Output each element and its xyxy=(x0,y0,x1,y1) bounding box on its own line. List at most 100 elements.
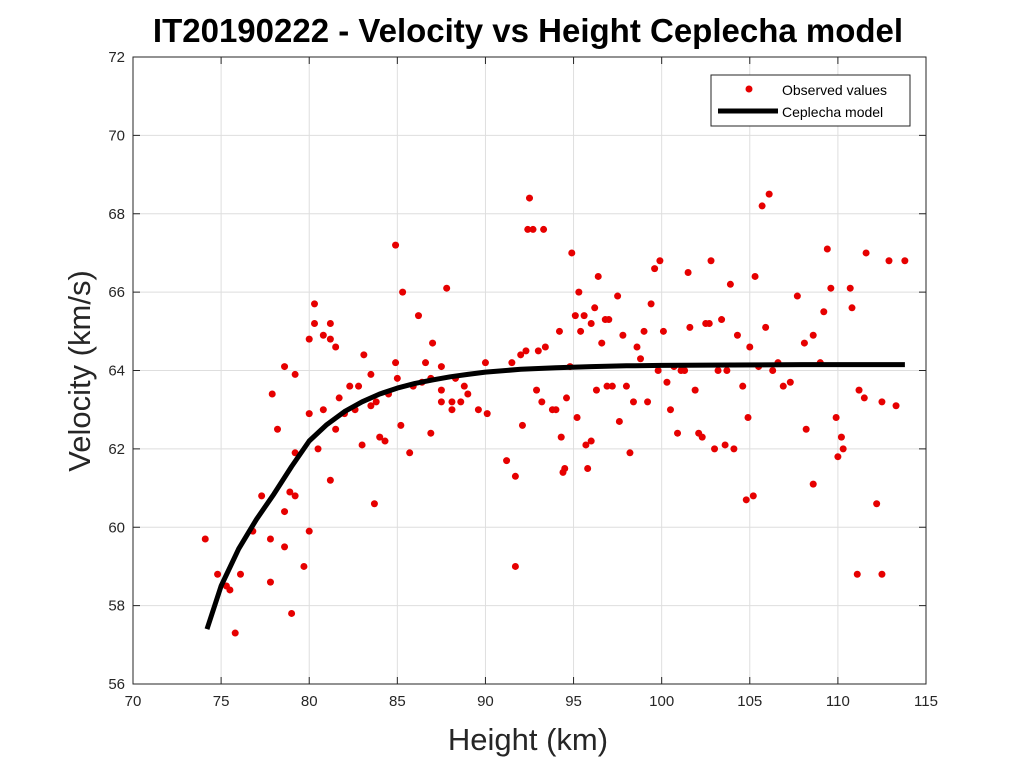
data-point xyxy=(707,257,715,265)
legend-model-label: Ceplecha model xyxy=(782,104,883,120)
data-point xyxy=(718,316,726,324)
data-point xyxy=(236,570,244,578)
data-point xyxy=(481,359,489,367)
data-point xyxy=(742,496,750,504)
data-point xyxy=(892,402,900,410)
data-point xyxy=(711,445,719,453)
data-point xyxy=(800,339,808,347)
data-point xyxy=(746,343,754,351)
data-point xyxy=(802,425,810,433)
data-point xyxy=(483,410,491,418)
data-point xyxy=(823,245,831,253)
data-point xyxy=(427,429,435,437)
data-point xyxy=(437,363,445,371)
data-point xyxy=(437,386,445,394)
data-point xyxy=(266,535,274,543)
data-point xyxy=(392,359,400,367)
data-point xyxy=(332,425,340,433)
data-point xyxy=(651,265,659,273)
data-point xyxy=(603,382,611,390)
data-point xyxy=(319,406,327,414)
data-point xyxy=(561,464,569,472)
legend-observed-marker xyxy=(745,85,753,93)
data-point xyxy=(860,394,868,402)
data-point xyxy=(414,312,422,320)
data-point xyxy=(730,445,738,453)
data-point xyxy=(705,319,713,327)
data-point xyxy=(853,570,861,578)
data-point xyxy=(460,382,468,390)
data-point xyxy=(281,508,289,516)
data-point xyxy=(397,421,405,429)
data-point xyxy=(744,414,752,422)
data-point xyxy=(758,202,766,210)
data-point xyxy=(751,272,759,280)
model-series xyxy=(204,362,905,630)
data-point xyxy=(393,374,401,382)
data-point xyxy=(834,453,842,461)
data-point xyxy=(360,351,368,359)
data-point xyxy=(305,335,313,343)
data-point xyxy=(381,437,389,445)
data-point xyxy=(367,402,375,410)
data-point xyxy=(839,445,847,453)
y-tick-label: 58 xyxy=(108,598,125,615)
data-point xyxy=(577,327,585,335)
data-point xyxy=(637,355,645,363)
data-point xyxy=(291,370,299,378)
data-point xyxy=(305,527,313,535)
data-point xyxy=(832,414,840,422)
y-axis-ticks: 56 58 60 62 64 66 68 70 72 xyxy=(108,49,926,693)
data-point xyxy=(848,304,856,312)
data-point xyxy=(571,312,579,320)
data-point xyxy=(367,370,375,378)
data-point xyxy=(326,476,334,484)
data-point xyxy=(726,280,734,288)
legend: Observed values Ceplecha model xyxy=(710,74,911,127)
data-point xyxy=(335,394,343,402)
data-point xyxy=(448,406,456,414)
data-point xyxy=(684,269,692,277)
data-point xyxy=(769,367,777,374)
data-point xyxy=(517,351,525,359)
data-point xyxy=(422,359,430,367)
data-point xyxy=(592,386,600,394)
data-point xyxy=(443,284,451,292)
data-point xyxy=(274,425,282,433)
x-axis-label: Height (km) xyxy=(447,722,609,757)
data-point xyxy=(885,257,893,265)
y-tick-label: 66 xyxy=(108,284,125,301)
data-point xyxy=(464,390,472,398)
data-point xyxy=(640,327,648,335)
data-point xyxy=(311,319,319,327)
data-point xyxy=(733,331,741,339)
data-point xyxy=(659,327,667,335)
x-tick-label: 90 xyxy=(477,693,494,710)
data-point xyxy=(319,331,327,339)
data-point xyxy=(656,257,664,265)
data-point xyxy=(346,382,354,390)
data-point xyxy=(534,347,542,355)
data-point xyxy=(608,382,616,390)
data-point xyxy=(878,570,886,578)
data-point xyxy=(355,382,363,390)
data-point xyxy=(326,319,334,327)
data-point xyxy=(326,335,334,343)
data-point xyxy=(563,394,571,402)
data-point xyxy=(288,609,296,617)
data-point xyxy=(809,331,817,339)
data-point xyxy=(540,225,548,233)
x-tick-label: 105 xyxy=(737,693,762,710)
data-point xyxy=(629,398,637,406)
data-point xyxy=(406,449,414,457)
data-point xyxy=(691,386,699,394)
data-point xyxy=(762,323,770,331)
data-point xyxy=(587,319,595,327)
y-tick-label: 64 xyxy=(108,363,125,380)
y-axis-label: Velocity (km/s) xyxy=(62,270,97,472)
data-point xyxy=(555,327,563,335)
data-point xyxy=(258,492,266,500)
x-tick-label: 75 xyxy=(213,693,230,710)
data-point xyxy=(605,316,613,324)
